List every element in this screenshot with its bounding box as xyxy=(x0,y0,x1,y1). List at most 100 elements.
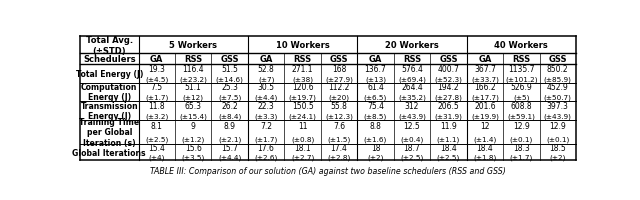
Text: 168: 168 xyxy=(332,64,346,73)
Text: 11: 11 xyxy=(298,121,307,130)
Text: 136.7: 136.7 xyxy=(365,64,387,73)
Text: 65.3: 65.3 xyxy=(185,101,202,110)
Text: Computation
Energy (J): Computation Energy (J) xyxy=(81,83,138,102)
Text: (±101.2): (±101.2) xyxy=(505,76,538,82)
Text: (±27.8): (±27.8) xyxy=(435,94,462,101)
Text: 5 Workers: 5 Workers xyxy=(169,41,217,50)
Text: 30.5: 30.5 xyxy=(258,83,275,92)
Text: 51.5: 51.5 xyxy=(221,64,238,73)
Text: 51.1: 51.1 xyxy=(185,83,202,92)
Text: Total Avg.
(±STD): Total Avg. (±STD) xyxy=(86,36,133,55)
Text: 18.4: 18.4 xyxy=(440,144,457,153)
Text: (±1.4): (±1.4) xyxy=(473,136,497,142)
Text: (±5): (±5) xyxy=(513,94,529,101)
Text: (±14.6): (±14.6) xyxy=(216,76,244,82)
Text: (±4.4): (±4.4) xyxy=(255,94,278,101)
Text: 12: 12 xyxy=(480,121,490,130)
Text: (±4): (±4) xyxy=(148,154,165,160)
Text: (±8.5): (±8.5) xyxy=(364,113,387,119)
Text: 15.4: 15.4 xyxy=(148,144,165,153)
Text: (±2.5): (±2.5) xyxy=(436,154,460,160)
Text: (±4.5): (±4.5) xyxy=(145,76,168,82)
Text: (±38): (±38) xyxy=(292,76,313,82)
Text: Total Energy (J): Total Energy (J) xyxy=(76,69,143,78)
Text: (±1.7): (±1.7) xyxy=(509,154,533,160)
Text: 112.2: 112.2 xyxy=(328,83,349,92)
Text: (±1.1): (±1.1) xyxy=(436,136,460,142)
Text: RSS: RSS xyxy=(294,55,312,64)
Text: 7.5: 7.5 xyxy=(150,83,163,92)
Text: Transmission
Energy (J): Transmission Energy (J) xyxy=(81,101,138,120)
Text: 18.4: 18.4 xyxy=(477,144,493,153)
Text: 8.8: 8.8 xyxy=(369,121,381,130)
Text: Training Time
per Global
Iteration (s): Training Time per Global Iteration (s) xyxy=(79,117,140,147)
Text: (±0.1): (±0.1) xyxy=(546,136,570,142)
Text: GA: GA xyxy=(150,55,163,64)
Text: 18.3: 18.3 xyxy=(513,144,530,153)
Text: (±2.5): (±2.5) xyxy=(145,136,168,142)
Text: (±2.1): (±2.1) xyxy=(218,136,241,142)
Text: (±0.8): (±0.8) xyxy=(291,136,314,142)
Text: 397.3: 397.3 xyxy=(547,101,569,110)
Text: 9: 9 xyxy=(191,121,196,130)
Text: (±43.9): (±43.9) xyxy=(398,113,426,119)
Text: 12.9: 12.9 xyxy=(549,121,566,130)
Text: 15.6: 15.6 xyxy=(185,144,202,153)
Text: 15.7: 15.7 xyxy=(221,144,238,153)
Text: (±12.3): (±12.3) xyxy=(325,113,353,119)
Text: (±50.7): (±50.7) xyxy=(544,94,572,101)
Text: 166.2: 166.2 xyxy=(474,83,495,92)
Text: GSS: GSS xyxy=(548,55,567,64)
Text: 271.1: 271.1 xyxy=(292,64,314,73)
Text: 400.7: 400.7 xyxy=(438,64,460,73)
Text: (±7.5): (±7.5) xyxy=(218,94,241,101)
Text: (±2): (±2) xyxy=(550,154,566,160)
Text: (±2.8): (±2.8) xyxy=(328,154,351,160)
Text: 1135.7: 1135.7 xyxy=(508,64,534,73)
Text: 10 Workers: 10 Workers xyxy=(276,41,330,50)
Text: 264.4: 264.4 xyxy=(401,83,423,92)
Text: 12.5: 12.5 xyxy=(404,121,420,130)
Text: (±27.9): (±27.9) xyxy=(325,76,353,82)
Text: RSS: RSS xyxy=(184,55,202,64)
Text: 17.4: 17.4 xyxy=(331,144,348,153)
Text: (±1.6): (±1.6) xyxy=(364,136,387,142)
Text: 17.6: 17.6 xyxy=(258,144,275,153)
Text: (±43.9): (±43.9) xyxy=(544,113,572,119)
Text: 18: 18 xyxy=(371,144,380,153)
Text: RSS: RSS xyxy=(512,55,531,64)
Text: RSS: RSS xyxy=(403,55,421,64)
Text: (±3.5): (±3.5) xyxy=(182,154,205,160)
Text: 7.6: 7.6 xyxy=(333,121,345,130)
Text: 576.4: 576.4 xyxy=(401,64,423,73)
Text: (±2.5): (±2.5) xyxy=(401,154,424,160)
Text: GSS: GSS xyxy=(330,55,348,64)
Text: (±52.3): (±52.3) xyxy=(435,76,462,82)
Text: 25.3: 25.3 xyxy=(221,83,238,92)
Text: TABLE III: Comparison of our solution (GA) against two baseline schedulers (RSS : TABLE III: Comparison of our solution (G… xyxy=(150,167,506,176)
Text: (±8.4): (±8.4) xyxy=(218,113,241,119)
Text: (±20): (±20) xyxy=(328,94,349,101)
Text: GA: GA xyxy=(478,55,492,64)
Text: (±33.7): (±33.7) xyxy=(471,76,499,82)
Text: Schedulers: Schedulers xyxy=(83,55,136,64)
Text: 850.2: 850.2 xyxy=(547,64,568,73)
Text: (±4.4): (±4.4) xyxy=(218,154,241,160)
Text: 194.2: 194.2 xyxy=(438,83,460,92)
Text: 150.5: 150.5 xyxy=(292,101,314,110)
Text: 11.8: 11.8 xyxy=(148,101,165,110)
Text: (±3.3): (±3.3) xyxy=(255,113,278,119)
Text: 12.9: 12.9 xyxy=(513,121,530,130)
Text: (±19.9): (±19.9) xyxy=(471,113,499,119)
Text: (±1.7): (±1.7) xyxy=(255,136,278,142)
Text: 20 Workers: 20 Workers xyxy=(385,41,439,50)
Text: (±13): (±13) xyxy=(365,76,386,82)
Text: (±1.8): (±1.8) xyxy=(473,154,497,160)
Text: 526.9: 526.9 xyxy=(511,83,532,92)
Text: (±15.4): (±15.4) xyxy=(179,113,207,119)
Text: 7.2: 7.2 xyxy=(260,121,272,130)
Text: 22.3: 22.3 xyxy=(258,101,275,110)
Text: (±6.5): (±6.5) xyxy=(364,94,387,101)
Text: 19.3: 19.3 xyxy=(148,64,165,73)
Text: GSS: GSS xyxy=(439,55,458,64)
